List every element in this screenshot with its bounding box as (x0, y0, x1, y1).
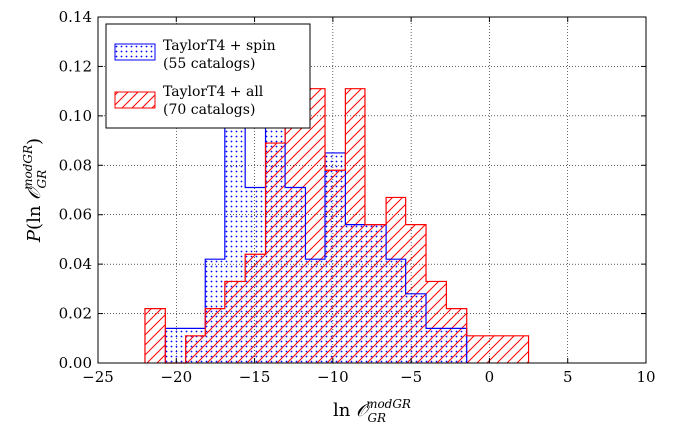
x-tick-label: −15 (239, 368, 271, 386)
all-bar (285, 61, 306, 363)
y-tick-label: 0.06 (59, 206, 92, 224)
x-tick-label: 10 (636, 368, 655, 386)
all-bar (446, 308, 467, 363)
all-bar (245, 254, 266, 363)
plot-frame (97, 16, 647, 364)
all-bar (364, 224, 387, 363)
series-all-bars (144, 61, 529, 364)
x-tick-label: −25 (82, 368, 114, 386)
all-bar (466, 335, 529, 363)
x-tick-label: 5 (563, 368, 573, 386)
y-tick-label: 0.14 (59, 8, 92, 26)
legend-label-spin: TaylorT4 + spin (163, 38, 276, 54)
legend: TaylorT4 + spin (55 catalogs) TaylorT4 +… (105, 23, 311, 129)
all-bar (325, 170, 346, 363)
all-bar (205, 308, 225, 363)
all-bar (224, 281, 246, 363)
legend-box (105, 23, 311, 129)
x-tick-label: −5 (400, 368, 422, 386)
y-tick-label: 0.12 (59, 57, 92, 75)
all-bar (265, 143, 286, 363)
legend-label-all: TaylorT4 + all (163, 84, 264, 100)
y-tick-label: 0.04 (59, 255, 92, 273)
legend-sublabel-all: (70 catalogs) (163, 102, 255, 118)
y-tick-label: 0.00 (59, 354, 92, 372)
y-tick-label: 0.02 (59, 305, 92, 323)
y-tick-label: 0.08 (59, 156, 92, 174)
y-axis-label: P(ln 𝒪GRmodGR) (21, 138, 49, 243)
all-bar (426, 281, 447, 363)
x-tick-label: −20 (160, 368, 192, 386)
legend-swatch-spin (114, 43, 156, 61)
all-bar (345, 88, 365, 364)
all-bar (144, 308, 166, 363)
spin-outline (164, 117, 468, 363)
all-bar (185, 335, 206, 363)
series-outlines (144, 60, 530, 364)
all-bar (305, 88, 326, 364)
y-tick-label: 0.10 (59, 107, 92, 125)
legend-swatch-all (114, 91, 156, 109)
all-outline (144, 60, 530, 364)
x-tick-label: 0 (485, 368, 495, 386)
all-bar (386, 197, 406, 363)
x-axis-label: ln 𝒪GRmodGR (333, 397, 411, 425)
x-tick-label: −10 (317, 368, 349, 386)
legend-sublabel-spin: (55 catalogs) (163, 56, 255, 72)
axis-ticks: −25 −20 −15 −10 −5 0 5 10 0.00 0.02 0.04 0.06 0.08 0.… (59, 8, 656, 386)
